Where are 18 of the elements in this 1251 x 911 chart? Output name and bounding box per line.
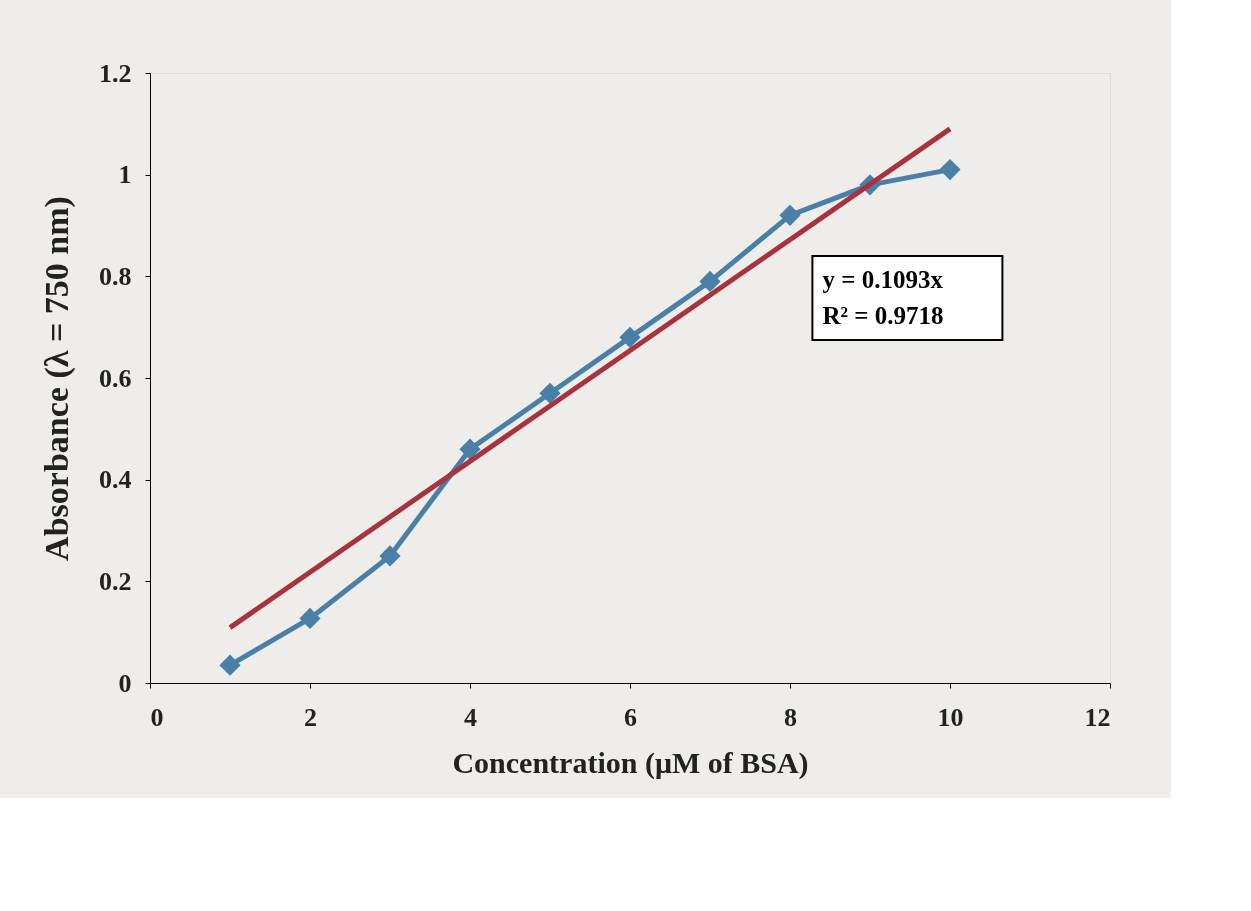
- annotation: y = 0.1093x: [822, 266, 944, 293]
- y-tick-label: 1: [118, 160, 132, 190]
- y-tick-label: 0.6: [99, 363, 132, 393]
- y-axis-title: Absorbance (λ = 750 nm): [38, 196, 76, 561]
- y-tick-label: 1.2: [99, 58, 132, 88]
- y-tick-label: 0.2: [99, 566, 132, 596]
- annotation: R² = 0.9718: [822, 302, 944, 329]
- x-tick-label: 0: [150, 702, 164, 732]
- y-tick-label: 0: [118, 668, 132, 698]
- y-tick-label: 0.4: [99, 465, 132, 495]
- x-tick-label: 12: [1084, 702, 1111, 732]
- x-tick-label: 2: [304, 702, 317, 732]
- x-tick-label: 10: [937, 702, 964, 732]
- y-tick-label: 0.8: [99, 261, 132, 291]
- x-axis-title: Concentration (μM of BSA): [452, 745, 809, 780]
- x-tick-label: 6: [624, 702, 637, 732]
- x-tick-label: 8: [784, 702, 797, 732]
- x-tick-label: 4: [464, 702, 477, 732]
